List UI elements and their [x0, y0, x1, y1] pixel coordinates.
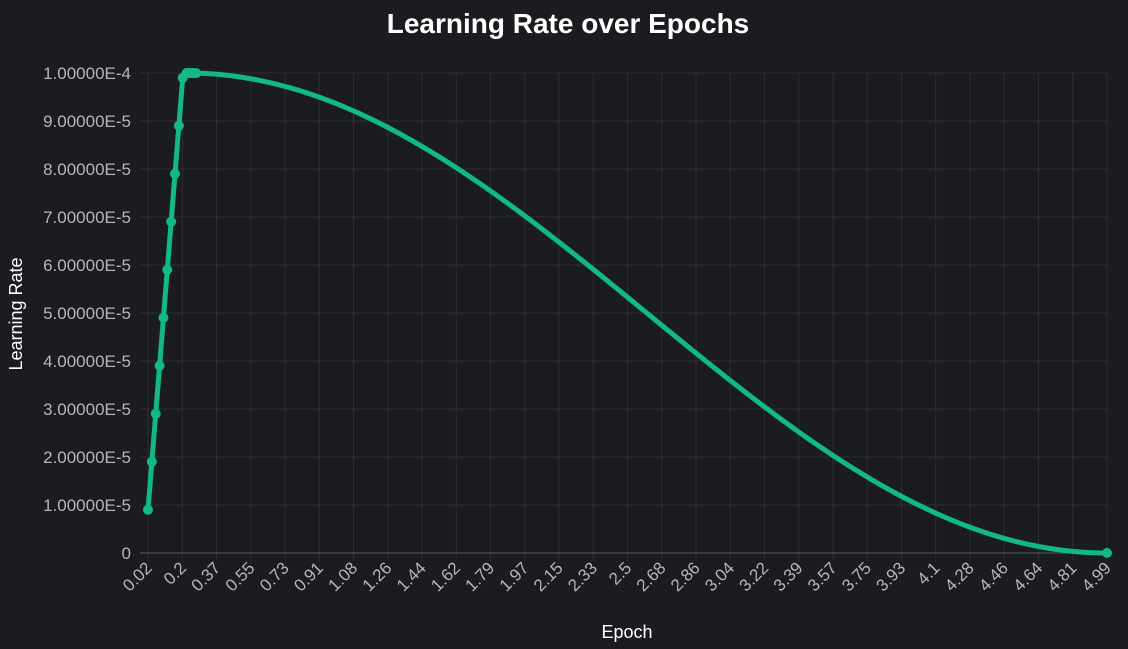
series-line	[145, 70, 1110, 556]
x-axis-title: Epoch	[601, 622, 652, 642]
x-tick-label: 2.86	[667, 558, 704, 595]
x-tick-label: 0.73	[256, 558, 293, 595]
data-point[interactable]	[191, 68, 202, 79]
data-point[interactable]	[154, 360, 165, 371]
x-tick-label: 4.1	[913, 558, 943, 588]
x-tick-label: 2.68	[633, 558, 670, 595]
y-tick-label: 1.00000E-5	[43, 496, 131, 515]
y-tick-label: 9.00000E-5	[43, 112, 131, 131]
y-tick-label: 3.00000E-5	[43, 400, 131, 419]
x-tick-label: 1.97	[496, 558, 533, 595]
data-point[interactable]	[158, 312, 169, 323]
data-point[interactable]	[173, 120, 184, 131]
x-tick-label: 4.81	[1044, 558, 1081, 595]
x-tick-label: 0.55	[222, 558, 259, 595]
x-tick-label: 4.28	[941, 558, 978, 595]
y-axis-ticks: 0 1.00000E-5 2.00000E-5 3.00000E-5 4.00000E-…	[43, 64, 131, 563]
y-tick-label: 5.00000E-5	[43, 304, 131, 323]
data-point[interactable]	[146, 456, 157, 467]
x-tick-label: 0.02	[119, 558, 156, 595]
y-tick-label: 8.00000E-5	[43, 160, 131, 179]
x-tick-label: 3.93	[872, 558, 909, 595]
x-axis-ticks: 0.02 0.20.370.550.730.911.081.261.441.621…	[119, 558, 1115, 595]
data-point[interactable]	[162, 264, 173, 275]
x-tick-label: 0.2	[160, 558, 190, 588]
x-tick-label: 0.91	[290, 558, 327, 595]
y-tick-label: 0	[122, 544, 131, 563]
x-tick-label: 0.37	[187, 558, 224, 595]
y-tick-label: 2.00000E-5	[43, 448, 131, 467]
x-tick-label: 3.22	[735, 558, 772, 595]
data-point[interactable]	[150, 408, 161, 419]
x-tick-label: 4.46	[975, 558, 1012, 595]
y-tick-label: 4.00000E-5	[43, 352, 131, 371]
data-point[interactable]	[143, 504, 153, 515]
data-point[interactable]	[170, 168, 181, 179]
y-axis-title: Learning Rate	[6, 257, 26, 370]
x-tick-label: 2.33	[564, 558, 601, 595]
x-tick-label: 1.26	[359, 558, 396, 595]
x-tick-label: 4.64	[1009, 558, 1046, 595]
x-tick-label: 3.75	[838, 558, 875, 595]
x-tick-label: 4.99	[1078, 558, 1115, 595]
x-tick-label: 1.44	[393, 558, 430, 595]
x-tick-label: 2.15	[530, 558, 567, 595]
y-tick-label: 6.00000E-5	[43, 256, 131, 275]
x-tick-label: 2.5	[605, 558, 635, 588]
y-tick-label: 7.00000E-5	[43, 208, 131, 227]
chart-title: Learning Rate over Epochs	[387, 8, 750, 39]
x-tick-label: 1.62	[427, 558, 464, 595]
grid-lines	[140, 72, 1108, 561]
data-point[interactable]	[166, 216, 177, 227]
x-tick-label: 1.08	[324, 558, 361, 595]
x-tick-label: 3.39	[770, 558, 807, 595]
x-tick-label: 1.79	[461, 558, 498, 595]
y-tick-label: 1.00000E-4	[43, 64, 131, 83]
series-layer	[143, 68, 1112, 558]
data-point[interactable]	[1102, 548, 1112, 558]
x-tick-label: 3.04	[701, 558, 738, 595]
x-tick-label: 3.57	[804, 558, 841, 595]
